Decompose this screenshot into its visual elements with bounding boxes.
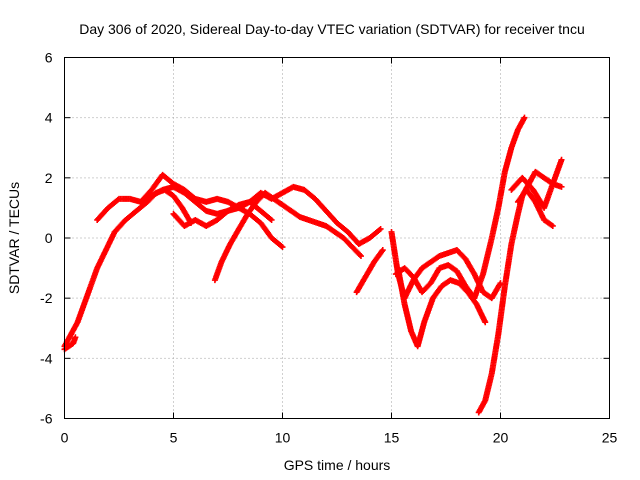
- y-tick-label: 2: [45, 170, 53, 186]
- data-point: [377, 225, 384, 232]
- data-point: [558, 183, 565, 190]
- data-point: [72, 334, 79, 341]
- y-tick-label: 4: [45, 110, 53, 126]
- data-point: [379, 247, 386, 254]
- data-point: [357, 253, 364, 260]
- x-tick-label: 20: [493, 430, 509, 446]
- grid-lines: [64, 57, 610, 419]
- data-point: [558, 156, 565, 163]
- data-point: [268, 216, 275, 223]
- data-point: [521, 114, 528, 121]
- x-tick-label: 25: [602, 430, 618, 446]
- series-track-e: [211, 189, 364, 284]
- series-track-d: [137, 171, 384, 248]
- y-axis-label: SDTVAR / TECUs: [6, 182, 22, 294]
- series-track-l: [508, 156, 565, 211]
- chart-title: Day 306 of 2020, Sidereal Day-to-day VTE…: [79, 21, 585, 37]
- y-tick-label: -6: [40, 411, 53, 427]
- data-point: [356, 251, 363, 258]
- data-point: [279, 244, 286, 251]
- series-track-m: [514, 186, 556, 229]
- y-tick-label: 0: [45, 230, 53, 246]
- x-tick-label: 0: [61, 430, 69, 446]
- data-point: [482, 319, 489, 326]
- y-tick-label: 6: [45, 50, 53, 66]
- x-tick-label: 15: [384, 430, 400, 446]
- series-track-k: [475, 168, 565, 416]
- x-axis-label: GPS time / hours: [284, 457, 391, 473]
- data-point: [549, 222, 556, 229]
- axis-tick-labels: 0 5 10 15 20 25 -6 -4 -2 0 2 4 6: [40, 50, 617, 446]
- y-tick-label: -4: [40, 350, 53, 366]
- x-tick-label: 10: [275, 430, 291, 446]
- x-tick-label: 5: [170, 430, 178, 446]
- series-track-g: [353, 247, 386, 296]
- axis-ticks: [64, 57, 610, 419]
- series-track-j: [392, 114, 528, 302]
- y-tick-label: -2: [40, 290, 53, 306]
- series-track-f: [170, 198, 275, 229]
- data-points: [61, 114, 565, 416]
